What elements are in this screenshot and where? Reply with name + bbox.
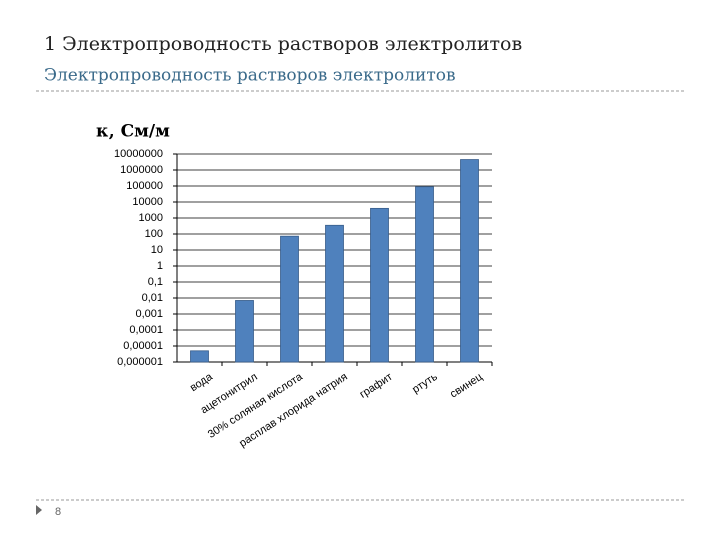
bar [415,186,434,363]
page-number: 8 [55,506,61,518]
x-tick-label: ртуть [410,371,440,396]
bar [460,159,479,363]
bar [235,300,254,363]
y-tick-label: 0,000001 [117,356,163,368]
bar [280,235,299,363]
y-tick-label: 1 [157,260,163,272]
x-tick-label: свинец [448,371,485,401]
y-tick-label: 0,001 [135,308,163,320]
y-tick-label: 0,01 [142,292,163,304]
bar [190,350,209,363]
slide-subtitle: Электропроводность растворов электролито… [44,66,456,86]
y-tick-label: 100 [145,228,163,240]
y-axis-label: κ, См/м [96,122,170,142]
y-tick-label: 0,00001 [123,340,163,352]
slide-title: 1 Электропроводность растворов электроли… [44,33,522,55]
y-tick-label: 10000 [132,196,163,208]
y-tick-label: 100000 [126,180,163,192]
x-tick-label: графит [358,371,395,401]
bar [370,207,389,363]
bar [325,224,344,363]
y-tick-label: 0,1 [148,276,163,288]
y-tick-label: 10 [151,244,163,256]
y-tick-label: 0,0001 [129,324,163,336]
y-tick-label: 1000000 [120,164,163,176]
footer-marker [36,505,42,515]
x-tick-label: вода [188,370,216,394]
y-tick-label: 1000 [139,212,163,224]
y-tick-label: 10000000 [114,148,163,160]
